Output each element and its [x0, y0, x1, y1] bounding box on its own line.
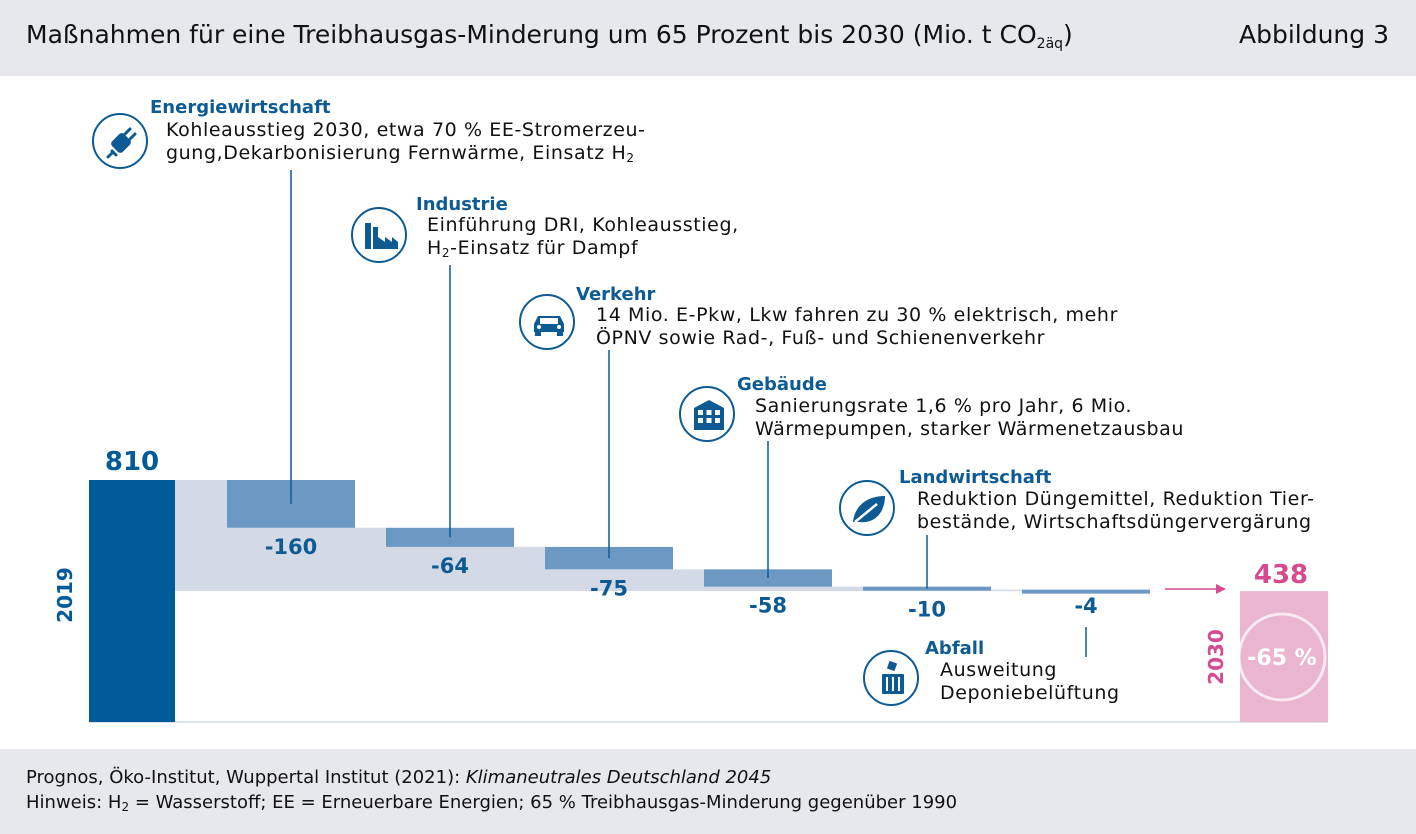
category-label-verkehr: Verkehr: [576, 284, 656, 305]
car-icon: [519, 294, 575, 350]
description-gebäude: Sanierungsrate 1,6 % pro Jahr, 6 Mio. Wär…: [749, 395, 1191, 441]
description-line: 14 Mio. E-Pkw, Lkw fahren zu 30 % elektr…: [596, 304, 1118, 326]
description-line: Ausweitung: [940, 659, 1058, 681]
value-label-gebäude: -58: [749, 594, 787, 618]
footer: Prognos, Öko-Institut, Wuppertal Institu…: [0, 752, 1416, 834]
value-label-2030: 438: [1254, 560, 1308, 590]
figure-label: Abbildung 3: [1238, 20, 1389, 49]
category-label-abfall: Abfall: [925, 638, 985, 659]
trash-icon: [863, 650, 919, 706]
description-line: Sanierungsrate 1,6 % pro Jahr, 6 Mio.: [755, 395, 1133, 417]
description-industrie: Einführung DRI, Kohleausstieg, H2-Einsatz…: [421, 214, 745, 265]
description-landwirtschaft: Reduktion Düngemittel, Reduktion Tier-be…: [911, 488, 1321, 534]
reduction-circle: [1237, 612, 1327, 702]
value-label-landwirtschaft: -10: [908, 598, 946, 622]
description-line: Reduktion Düngemittel, Reduktion Tier-: [917, 488, 1315, 510]
description-line: Deponiebelüftung: [940, 682, 1120, 704]
description-abfall: Ausweitung Deponiebelüftung: [934, 659, 1126, 705]
value-label-industrie: -64: [431, 554, 469, 578]
description-line: bestände, Wirtschaftsdüngervergärung: [917, 511, 1312, 533]
bar-abfall: [1022, 589, 1150, 594]
description-line: Einführung DRI, Kohleausstieg,: [427, 214, 739, 236]
leaf-icon: [839, 480, 895, 536]
bar-2019: [89, 480, 175, 722]
description-line: gung,Dekarbonisierung Fernwärme, Einsatz…: [166, 142, 635, 165]
description-line: ÖPNV sowie Rad-, Fuß- und Schienenverkeh…: [596, 327, 1045, 349]
value-label-verkehr: -75: [590, 576, 628, 600]
description-line: H2-Einsatz für Dampf: [427, 237, 639, 260]
source-line: Prognos, Öko-Institut, Wuppertal Institu…: [26, 767, 772, 788]
reduction-label: -65 %: [1247, 646, 1316, 671]
category-label-industrie: Industrie: [416, 194, 508, 215]
category-label-landwirtschaft: Landwirtschaft: [899, 467, 1052, 488]
header: Maßnahmen für eine Treibhausgas-Minderun…: [0, 0, 1416, 73]
description-energiewirtschaft: Kohleausstieg 2030, etwa 70 % EE-Stromer…: [160, 119, 652, 170]
year-label-2019: 2019: [53, 567, 77, 623]
building-icon: [679, 386, 735, 442]
note-line: Hinweis: H2 = Wasserstoff; EE = Erneuerb…: [26, 792, 958, 814]
description-line: Wärmepumpen, starker Wärmenetzausbau: [755, 418, 1185, 440]
bar-verkehr: [545, 546, 673, 570]
category-label-gebäude: Gebäude: [737, 374, 827, 395]
category-label-energiewirtschaft: Energiewirtschaft: [150, 97, 331, 118]
description-line: Kohleausstieg 2030, etwa 70 % EE-Stromer…: [166, 119, 646, 141]
year-label-2030: 2030: [1204, 629, 1228, 685]
factory-icon: [351, 207, 407, 263]
value-label-2019: 810: [105, 447, 159, 477]
plug-icon: [92, 113, 148, 169]
value-label-abfall: -4: [1074, 594, 1097, 618]
arrow-head: [1216, 584, 1226, 594]
cumulative-band: [175, 480, 1160, 592]
value-label-energiewirtschaft: -160: [265, 535, 318, 559]
description-verkehr: 14 Mio. E-Pkw, Lkw fahren zu 30 % elektr…: [590, 304, 1124, 350]
chart-title: Maßnahmen für eine Treibhausgas-Minderun…: [26, 20, 1073, 52]
